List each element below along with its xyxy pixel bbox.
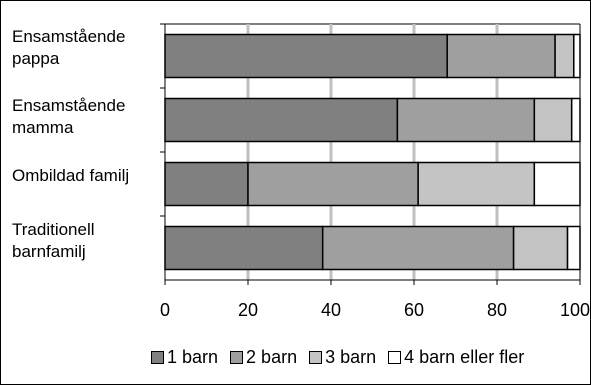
x-tick-label: 80 (486, 300, 508, 320)
legend-item: 4 barn eller fler (388, 347, 524, 368)
bar-segment (533, 161, 581, 207)
bar-segment (396, 97, 536, 143)
bar-segment (164, 161, 249, 207)
bar-segment (533, 97, 573, 143)
bar-segment (164, 33, 448, 79)
x-tick-label: 40 (320, 300, 342, 320)
legend-swatch (309, 350, 323, 364)
bar-segment (446, 33, 556, 79)
bar-segment (573, 33, 581, 79)
legend-item: 1 barn (151, 347, 218, 368)
legend: 1 barn 2 barn 3 barn 4 barn eller fler (151, 345, 536, 369)
legend-swatch (388, 350, 402, 364)
bar-segment (566, 225, 581, 271)
legend-label: 2 barn (246, 346, 298, 367)
bar-segment (570, 97, 581, 143)
legend-swatch (151, 350, 164, 364)
x-tick-label: 0 (159, 300, 171, 320)
bar-segment (512, 225, 569, 271)
legend-swatch (230, 350, 244, 364)
x-tick-label: 20 (237, 300, 259, 320)
category-label: Traditionell barnfamilj (12, 220, 95, 261)
legend-item: 2 barn (230, 347, 297, 368)
bar-segment (321, 225, 515, 271)
category-label: Ensamstående pappa (12, 27, 126, 68)
x-tick-label: 100 (559, 300, 591, 320)
legend-label: 1 barn (167, 346, 219, 367)
category-label: Ensamstående mamma (12, 96, 126, 137)
legend-label: 4 barn eller fler (404, 346, 525, 367)
bar-segment (417, 161, 536, 207)
legend-item: 3 barn (309, 347, 376, 368)
category-label: Ombildad familj (12, 166, 130, 185)
x-tick-label: 60 (403, 300, 425, 320)
bar-segment (164, 225, 324, 271)
bar-segment (164, 97, 399, 143)
bar-segment (554, 33, 575, 79)
legend-label: 3 barn (325, 346, 377, 367)
bar-segment (247, 161, 419, 207)
